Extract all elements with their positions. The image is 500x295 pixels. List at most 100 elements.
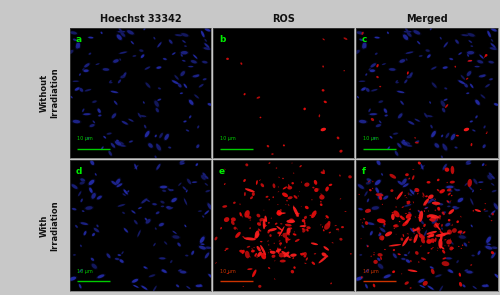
Ellipse shape [477, 250, 481, 256]
Ellipse shape [274, 260, 276, 261]
Ellipse shape [412, 169, 414, 170]
Ellipse shape [71, 119, 82, 124]
Ellipse shape [204, 42, 210, 49]
Ellipse shape [161, 206, 164, 207]
Ellipse shape [267, 240, 269, 242]
Ellipse shape [416, 40, 421, 45]
Ellipse shape [201, 31, 204, 37]
Ellipse shape [138, 49, 144, 53]
Ellipse shape [362, 222, 363, 223]
Ellipse shape [132, 55, 136, 57]
Ellipse shape [208, 103, 212, 106]
Ellipse shape [190, 59, 198, 64]
Ellipse shape [146, 219, 150, 224]
Ellipse shape [396, 191, 403, 200]
Ellipse shape [88, 52, 92, 55]
Ellipse shape [420, 245, 422, 247]
Ellipse shape [402, 221, 409, 226]
Ellipse shape [428, 235, 434, 237]
Ellipse shape [292, 233, 296, 236]
Ellipse shape [454, 66, 456, 68]
Ellipse shape [372, 206, 379, 210]
Ellipse shape [84, 205, 94, 211]
Ellipse shape [415, 251, 418, 255]
Ellipse shape [88, 53, 91, 55]
Ellipse shape [416, 228, 420, 233]
Ellipse shape [72, 38, 78, 42]
Ellipse shape [365, 73, 368, 76]
Ellipse shape [134, 163, 138, 171]
Ellipse shape [486, 237, 491, 243]
Ellipse shape [431, 67, 436, 70]
Ellipse shape [370, 63, 376, 68]
Ellipse shape [468, 60, 472, 62]
Ellipse shape [442, 257, 446, 260]
Ellipse shape [408, 121, 414, 125]
Ellipse shape [330, 283, 332, 284]
Ellipse shape [428, 210, 429, 212]
Ellipse shape [392, 218, 394, 219]
Ellipse shape [202, 61, 207, 63]
Ellipse shape [156, 66, 162, 69]
Ellipse shape [375, 123, 382, 128]
Ellipse shape [252, 269, 256, 277]
Ellipse shape [132, 210, 136, 214]
Ellipse shape [401, 273, 402, 274]
Ellipse shape [224, 250, 226, 251]
Ellipse shape [358, 207, 364, 211]
Ellipse shape [444, 239, 446, 240]
Ellipse shape [282, 233, 287, 238]
Ellipse shape [458, 235, 466, 239]
Ellipse shape [428, 199, 434, 203]
Ellipse shape [488, 47, 498, 50]
Ellipse shape [71, 207, 77, 211]
Ellipse shape [97, 196, 102, 199]
Ellipse shape [440, 155, 444, 159]
Ellipse shape [426, 215, 430, 218]
Ellipse shape [278, 252, 280, 253]
Ellipse shape [425, 208, 427, 209]
Ellipse shape [87, 36, 94, 39]
Ellipse shape [407, 75, 412, 78]
Ellipse shape [379, 121, 382, 123]
Ellipse shape [458, 246, 460, 247]
Ellipse shape [86, 206, 92, 210]
Ellipse shape [418, 162, 421, 165]
Ellipse shape [158, 42, 162, 47]
Ellipse shape [186, 129, 190, 132]
Ellipse shape [257, 222, 261, 226]
Ellipse shape [440, 232, 450, 235]
Ellipse shape [430, 101, 431, 104]
Ellipse shape [165, 206, 172, 210]
Ellipse shape [86, 137, 90, 140]
Ellipse shape [158, 99, 161, 101]
Ellipse shape [170, 260, 172, 263]
Ellipse shape [204, 47, 210, 50]
Ellipse shape [417, 193, 418, 194]
Ellipse shape [456, 189, 460, 191]
Ellipse shape [447, 230, 452, 235]
Ellipse shape [170, 260, 173, 264]
Ellipse shape [153, 242, 156, 247]
Ellipse shape [204, 246, 212, 250]
Ellipse shape [301, 206, 302, 207]
Ellipse shape [424, 230, 427, 237]
Ellipse shape [169, 40, 172, 44]
Ellipse shape [444, 257, 453, 260]
Ellipse shape [418, 261, 420, 263]
Ellipse shape [448, 270, 452, 272]
Ellipse shape [180, 50, 189, 55]
Ellipse shape [90, 192, 96, 200]
Ellipse shape [491, 189, 497, 193]
Ellipse shape [471, 254, 476, 257]
Ellipse shape [406, 201, 410, 204]
Ellipse shape [434, 223, 439, 228]
Text: ROS: ROS [272, 14, 295, 24]
Ellipse shape [183, 83, 188, 89]
Ellipse shape [285, 237, 289, 240]
Ellipse shape [124, 189, 128, 194]
Ellipse shape [366, 88, 370, 92]
Ellipse shape [364, 218, 365, 220]
Ellipse shape [407, 233, 409, 234]
Ellipse shape [119, 145, 127, 147]
